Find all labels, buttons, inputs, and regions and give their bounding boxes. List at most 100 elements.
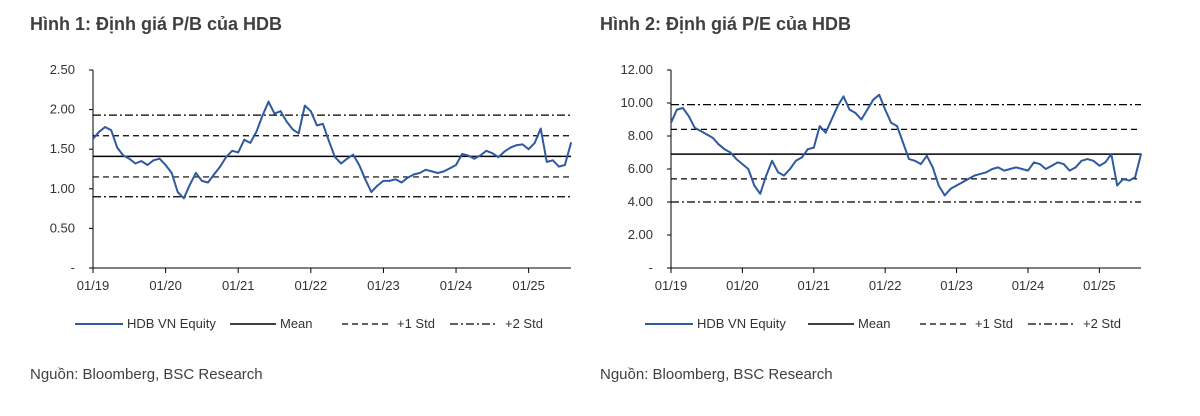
data-point (937, 184, 940, 187)
data-point (836, 105, 839, 108)
data-point (1140, 153, 1142, 156)
data-point (140, 160, 143, 163)
data-point (860, 118, 863, 121)
data-point (1074, 166, 1077, 169)
legend-plus-2-std-label: +2 Std (1083, 316, 1121, 331)
data-point (759, 192, 762, 195)
data-point (1086, 158, 1089, 161)
data-point (676, 108, 678, 111)
data-point (158, 157, 161, 160)
data-point (418, 172, 421, 174)
pe-chart: - 2.00 4.00 6.00 8.00 10.00 12.00 01/19 01/20 01/… (620, 62, 1142, 331)
data-point (376, 184, 379, 187)
data-point (509, 146, 512, 149)
data-point (237, 151, 240, 154)
x-tick-label: 01/25 (512, 278, 545, 293)
data-point (949, 187, 952, 190)
data-point (551, 159, 554, 162)
data-point (1003, 169, 1006, 172)
chart-title: Hình 1: Định giá P/B của HDB (30, 14, 283, 34)
data-point (723, 148, 726, 151)
data-point (316, 124, 318, 127)
data-point (146, 164, 149, 166)
data-point (322, 123, 324, 125)
data-point (914, 159, 916, 162)
legend-plus-1-std-label: +1 Std (397, 316, 435, 331)
data-point (182, 197, 185, 200)
x-tick-label: 01/19 (77, 278, 110, 293)
data-point (201, 180, 203, 182)
data-point (328, 140, 330, 143)
data-point (1033, 161, 1035, 164)
data-point (303, 104, 306, 107)
data-point (1068, 169, 1071, 172)
data-point (1134, 176, 1136, 179)
data-point (931, 166, 934, 169)
data-point (908, 158, 910, 161)
data-point (570, 142, 572, 144)
data-point (406, 176, 409, 179)
y-tick-label: 1.50 (50, 141, 75, 156)
data-point (170, 172, 173, 174)
data-point (285, 120, 288, 123)
data-point (896, 125, 898, 127)
data-point (249, 142, 252, 144)
data-point (297, 132, 300, 135)
legend-mean-label: Mean (858, 316, 891, 331)
data-point (812, 146, 815, 149)
data-point (1092, 159, 1095, 162)
legend-series-label: HDB VN Equity (127, 316, 216, 331)
data-point (687, 115, 690, 118)
data-point (309, 110, 312, 113)
data-point (134, 162, 137, 165)
data-point (1122, 178, 1125, 180)
data-point (104, 126, 106, 128)
data-point (753, 184, 756, 187)
data-point (98, 130, 100, 133)
data-point (997, 166, 1000, 169)
data-point (473, 157, 476, 160)
data-point (842, 95, 845, 98)
data-point (437, 172, 439, 174)
data-point (795, 159, 797, 162)
data-point (539, 127, 542, 130)
x-tick-label: 01/20 (726, 278, 759, 293)
data-point (352, 153, 355, 156)
source-note: Nguồn: Bloomberg, BSC Research (600, 366, 833, 383)
data-point (961, 181, 964, 184)
data-point (1021, 168, 1023, 170)
data-point (747, 168, 750, 170)
pe-chart-panel: Hình 2: Định giá P/E của HDB - 2.00 4.00 6.… (600, 0, 1190, 416)
data-point (967, 178, 970, 180)
series-line-hdb (92, 100, 572, 200)
data-point (670, 121, 672, 124)
data-point (261, 115, 264, 117)
x-tick-label: 01/21 (222, 278, 255, 293)
data-point (1015, 166, 1017, 169)
y-tick-label: 2.50 (50, 62, 75, 77)
y-tick-label: 8.00 (628, 128, 653, 143)
data-point (388, 180, 391, 182)
data-point (824, 131, 827, 134)
data-point (255, 130, 258, 133)
series-line-hdb (670, 93, 1142, 197)
data-point (291, 128, 294, 131)
data-point (213, 173, 215, 176)
data-point (110, 129, 113, 132)
y-tick-label: 6.00 (628, 161, 653, 176)
data-point (1098, 164, 1101, 167)
data-point (503, 150, 506, 153)
data-point (1128, 179, 1130, 182)
data-point (430, 170, 433, 173)
legend-series-label: HDB VN Equity (697, 316, 786, 331)
data-point (340, 162, 342, 165)
data-point (412, 173, 415, 176)
data-point (455, 164, 457, 166)
data-point (771, 159, 773, 162)
data-point (801, 156, 803, 159)
data-point (1050, 164, 1053, 167)
data-point (991, 168, 994, 170)
data-point (955, 184, 958, 187)
y-tick-label: 0.50 (50, 220, 75, 235)
data-point (705, 133, 708, 136)
